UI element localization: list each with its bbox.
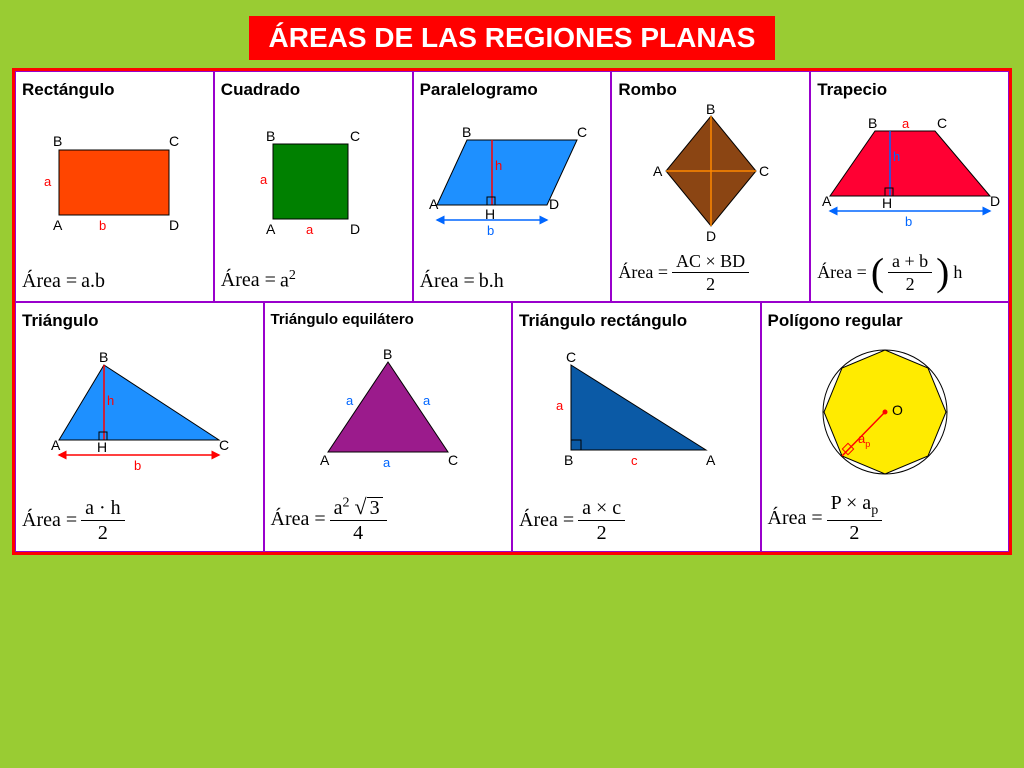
svg-text:H: H bbox=[882, 195, 892, 211]
shape-triangulo-eq: B A C a a a bbox=[271, 334, 506, 490]
svg-text:D: D bbox=[350, 221, 360, 237]
title-cuadrado: Cuadrado bbox=[221, 80, 406, 100]
shape-rombo: B C D A bbox=[618, 106, 803, 246]
svg-text:h: h bbox=[495, 158, 502, 173]
svg-text:C: C bbox=[759, 163, 769, 179]
svg-text:a: a bbox=[556, 398, 564, 413]
svg-text:C: C bbox=[350, 128, 360, 144]
shape-rectangulo: B C A D a b bbox=[22, 106, 207, 264]
formula-rectangulo: Área = a.b bbox=[22, 270, 207, 293]
svg-text:H: H bbox=[485, 206, 495, 222]
cell-trapecio: Trapecio B C A D H a h bbox=[810, 71, 1009, 302]
svg-text:A: A bbox=[706, 452, 716, 468]
svg-text:a: a bbox=[902, 116, 910, 131]
svg-text:O: O bbox=[892, 402, 903, 418]
formula-cuadrado: Área = a2 bbox=[221, 268, 406, 293]
formula-paralelogramo: Área = b.h bbox=[420, 270, 605, 293]
shape-paralelogramo: B C A D H h b bbox=[420, 106, 605, 264]
title-triangulo-rect: Triángulo rectángulo bbox=[519, 311, 754, 331]
formula-triangulo-rect: Área = a × c 2 bbox=[519, 498, 754, 543]
svg-text:b: b bbox=[487, 223, 494, 238]
shape-cuadrado: B C A D a a bbox=[221, 106, 406, 262]
svg-text:h: h bbox=[107, 393, 114, 408]
svg-text:B: B bbox=[266, 128, 275, 144]
shape-trapecio: B C A D H a h b bbox=[817, 106, 1002, 246]
svg-text:A: A bbox=[429, 196, 439, 212]
svg-text:D: D bbox=[169, 217, 179, 233]
svg-text:b: b bbox=[905, 214, 912, 229]
svg-text:A: A bbox=[320, 452, 330, 468]
formula-trapecio: Área = ( a + b 2 ) h bbox=[817, 252, 1002, 293]
svg-text:B: B bbox=[564, 452, 573, 468]
svg-text:B: B bbox=[462, 124, 471, 140]
shape-poligono: O ap bbox=[768, 337, 1003, 487]
title-rombo: Rombo bbox=[618, 80, 803, 100]
svg-text:D: D bbox=[990, 193, 1000, 209]
formula-rombo: Área = AC × BD 2 bbox=[618, 252, 803, 293]
svg-text:C: C bbox=[169, 133, 179, 149]
svg-text:b: b bbox=[99, 218, 106, 233]
svg-text:a: a bbox=[306, 222, 314, 237]
svg-text:B: B bbox=[99, 349, 108, 365]
svg-text:a: a bbox=[383, 455, 391, 470]
cell-poligono: Polígono regular O ap Área = P × ap 2 bbox=[761, 302, 1010, 552]
title-paralelogramo: Paralelogramo bbox=[420, 80, 605, 100]
svg-text:B: B bbox=[53, 133, 62, 149]
svg-text:A: A bbox=[53, 217, 63, 233]
shape-triangulo-rect: C B A a c bbox=[519, 337, 754, 492]
svg-text:B: B bbox=[706, 101, 715, 117]
svg-text:C: C bbox=[448, 452, 458, 468]
svg-text:C: C bbox=[219, 437, 229, 453]
cell-rombo: Rombo B C D A Área = AC × BD 2 bbox=[611, 71, 810, 302]
shapes-grid: Rectángulo B C A D a b Área = a.b Cuadra… bbox=[12, 68, 1012, 555]
svg-text:A: A bbox=[51, 437, 61, 453]
title-wrap: ÁREAS DE LAS REGIONES PLANAS bbox=[12, 16, 1012, 68]
cell-triangulo-eq: Triángulo equilátero B A C a a a Área = … bbox=[264, 302, 513, 552]
title-triangulo: Triángulo bbox=[22, 311, 257, 331]
cell-cuadrado: Cuadrado B C A D a a Área = a2 bbox=[214, 71, 413, 302]
svg-text:h: h bbox=[893, 149, 900, 164]
title-triangulo-eq: Triángulo equilátero bbox=[271, 311, 506, 328]
svg-text:A: A bbox=[266, 221, 276, 237]
svg-text:C: C bbox=[937, 115, 947, 131]
cell-rectangulo: Rectángulo B C A D a b Área = a.b bbox=[15, 71, 214, 302]
svg-text:b: b bbox=[134, 458, 141, 473]
formula-triangulo-eq: Área = a2 3 4 bbox=[271, 496, 506, 543]
svg-text:a: a bbox=[44, 174, 52, 189]
svg-text:C: C bbox=[577, 124, 587, 140]
svg-text:c: c bbox=[631, 453, 638, 468]
svg-text:A: A bbox=[653, 163, 663, 179]
title-poligono: Polígono regular bbox=[768, 311, 1003, 331]
shape-triangulo: B A C H h b bbox=[22, 337, 257, 492]
svg-text:a: a bbox=[260, 172, 268, 187]
cell-triangulo: Triángulo B A C H h b bbox=[15, 302, 264, 552]
svg-text:H: H bbox=[97, 439, 107, 455]
page-title: ÁREAS DE LAS REGIONES PLANAS bbox=[249, 16, 776, 60]
svg-text:a: a bbox=[346, 393, 354, 408]
svg-text:D: D bbox=[706, 228, 716, 244]
svg-text:C: C bbox=[566, 349, 576, 365]
cell-paralelogramo: Paralelogramo B C A D H h bbox=[413, 71, 612, 302]
svg-text:B: B bbox=[383, 346, 392, 362]
row-1: Rectángulo B C A D a b Área = a.b Cuadra… bbox=[15, 71, 1009, 302]
formula-poligono: Área = P × ap 2 bbox=[768, 493, 1003, 543]
cell-triangulo-rect: Triángulo rectángulo C B A a c Área = a … bbox=[512, 302, 761, 552]
svg-text:D: D bbox=[549, 196, 559, 212]
title-trapecio: Trapecio bbox=[817, 80, 1002, 100]
row-2: Triángulo B A C H h b bbox=[15, 302, 1009, 552]
svg-text:A: A bbox=[822, 193, 832, 209]
title-rectangulo: Rectángulo bbox=[22, 80, 207, 100]
svg-text:a: a bbox=[423, 393, 431, 408]
svg-text:B: B bbox=[868, 115, 877, 131]
formula-triangulo: Área = a · h 2 bbox=[22, 498, 257, 543]
